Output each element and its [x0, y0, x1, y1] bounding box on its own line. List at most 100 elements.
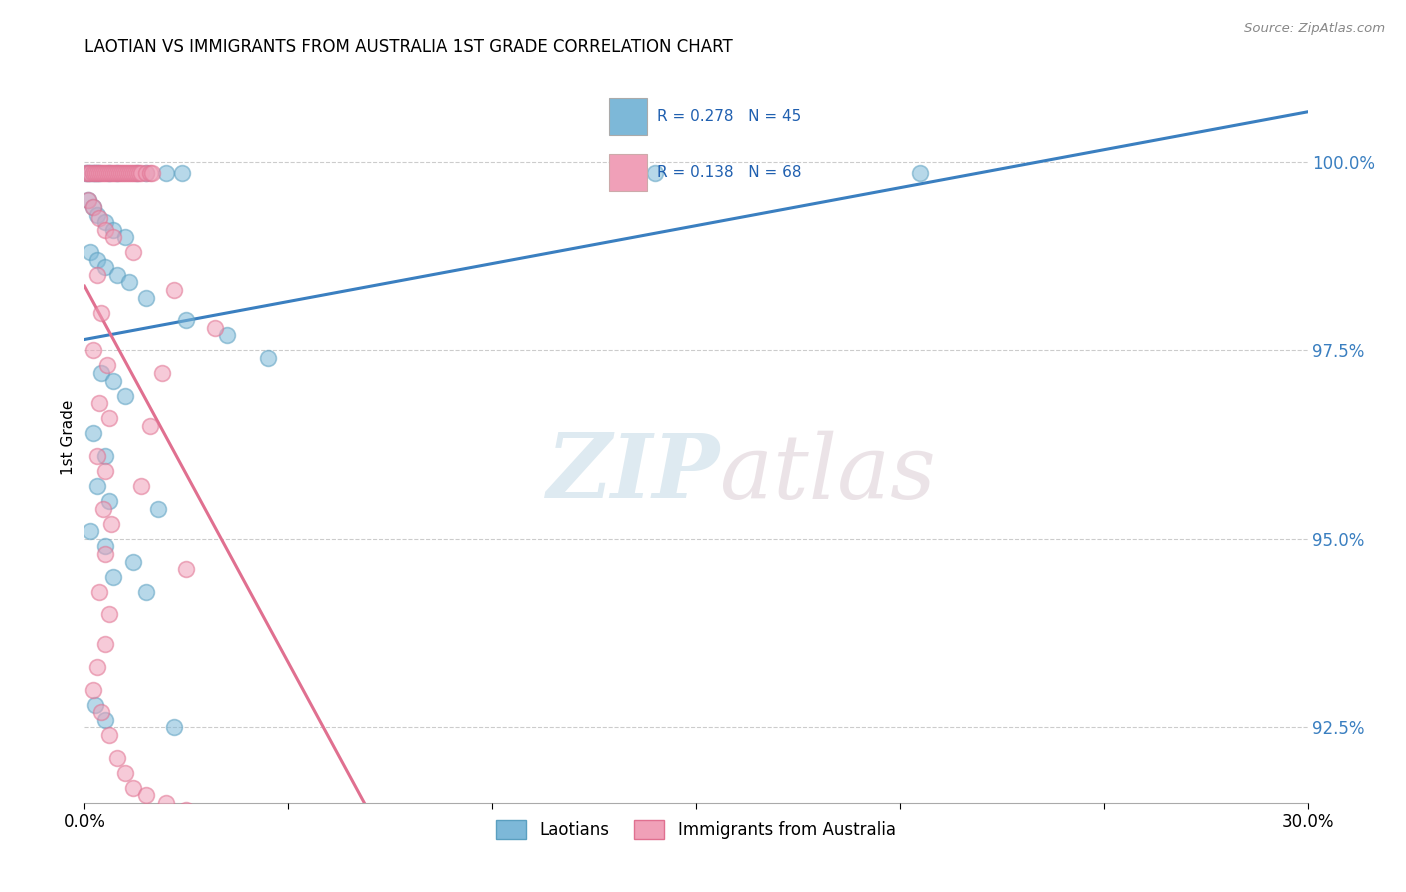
- Point: [105, 166, 128, 180]
- Text: Source: ZipAtlas.com: Source: ZipAtlas.com: [1244, 22, 1385, 36]
- Point: [86, 166, 108, 180]
- Point: [83, 698, 105, 712]
- Point: [93, 547, 115, 561]
- Point: [644, 166, 666, 180]
- Point: [93, 223, 115, 237]
- Point: [138, 418, 160, 433]
- Point: [97, 494, 120, 508]
- Point: [97, 166, 120, 180]
- Point: [87, 584, 110, 599]
- Point: [101, 223, 124, 237]
- Point: [174, 562, 197, 576]
- Point: [110, 166, 132, 180]
- Point: [195, 811, 218, 825]
- Point: [118, 166, 141, 180]
- Point: [82, 426, 104, 441]
- Point: [122, 245, 145, 260]
- Point: [97, 166, 120, 180]
- Point: [79, 524, 101, 539]
- Point: [86, 660, 108, 674]
- Point: [93, 260, 115, 275]
- Point: [82, 200, 104, 214]
- Point: [79, 245, 101, 260]
- Point: [146, 501, 169, 516]
- Y-axis label: 1st Grade: 1st Grade: [60, 400, 76, 475]
- Point: [150, 366, 173, 380]
- Point: [93, 166, 115, 180]
- Point: [122, 166, 145, 180]
- Point: [131, 479, 153, 493]
- Point: [93, 449, 115, 463]
- Point: [257, 351, 280, 365]
- Point: [122, 780, 145, 795]
- Point: [86, 449, 108, 463]
- Point: [90, 166, 112, 180]
- Point: [96, 166, 118, 180]
- Point: [100, 516, 122, 531]
- Text: ZIP: ZIP: [547, 431, 720, 516]
- Point: [115, 166, 138, 180]
- Point: [101, 374, 124, 388]
- Point: [93, 713, 115, 727]
- Point: [82, 343, 104, 358]
- Point: [105, 268, 128, 282]
- Point: [108, 166, 131, 180]
- Point: [90, 706, 112, 720]
- Text: atlas: atlas: [720, 430, 936, 517]
- Point: [910, 166, 932, 180]
- Point: [91, 166, 114, 180]
- Point: [93, 540, 115, 554]
- Point: [138, 166, 160, 180]
- Point: [96, 359, 118, 373]
- Point: [97, 411, 120, 425]
- Point: [141, 166, 163, 180]
- Point: [217, 328, 239, 343]
- Point: [97, 607, 120, 622]
- Point: [174, 803, 197, 817]
- Point: [93, 637, 115, 651]
- Point: [87, 211, 110, 226]
- Point: [204, 320, 226, 334]
- Point: [79, 166, 101, 180]
- Point: [83, 166, 105, 180]
- Point: [86, 252, 108, 267]
- Point: [87, 166, 110, 180]
- Point: [122, 554, 145, 568]
- Point: [118, 276, 141, 290]
- Point: [131, 166, 153, 180]
- Point: [120, 166, 142, 180]
- Point: [101, 569, 124, 583]
- Point: [93, 464, 115, 478]
- Point: [82, 682, 104, 697]
- Point: [124, 166, 146, 180]
- Point: [82, 166, 104, 180]
- Point: [114, 765, 136, 780]
- Point: [90, 366, 112, 380]
- Point: [77, 166, 100, 180]
- Point: [77, 193, 100, 207]
- Point: [135, 789, 157, 803]
- Point: [87, 396, 110, 410]
- Point: [101, 230, 124, 244]
- Point: [114, 230, 136, 244]
- Legend: Laotians, Immigrants from Australia: Laotians, Immigrants from Australia: [489, 814, 903, 846]
- Point: [86, 479, 108, 493]
- Point: [114, 389, 136, 403]
- Point: [155, 796, 177, 810]
- Point: [77, 166, 100, 180]
- Point: [135, 584, 157, 599]
- Point: [83, 166, 105, 180]
- Point: [104, 166, 127, 180]
- Point: [86, 268, 108, 282]
- Point: [91, 501, 114, 516]
- Point: [82, 200, 104, 214]
- Point: [174, 313, 197, 327]
- Text: LAOTIAN VS IMMIGRANTS FROM AUSTRALIA 1ST GRADE CORRELATION CHART: LAOTIAN VS IMMIGRANTS FROM AUSTRALIA 1ST…: [84, 38, 733, 56]
- Point: [86, 166, 108, 180]
- Point: [135, 166, 157, 180]
- Point: [93, 215, 115, 229]
- Point: [75, 166, 97, 180]
- Point: [163, 720, 186, 734]
- Point: [172, 166, 194, 180]
- Point: [127, 166, 149, 180]
